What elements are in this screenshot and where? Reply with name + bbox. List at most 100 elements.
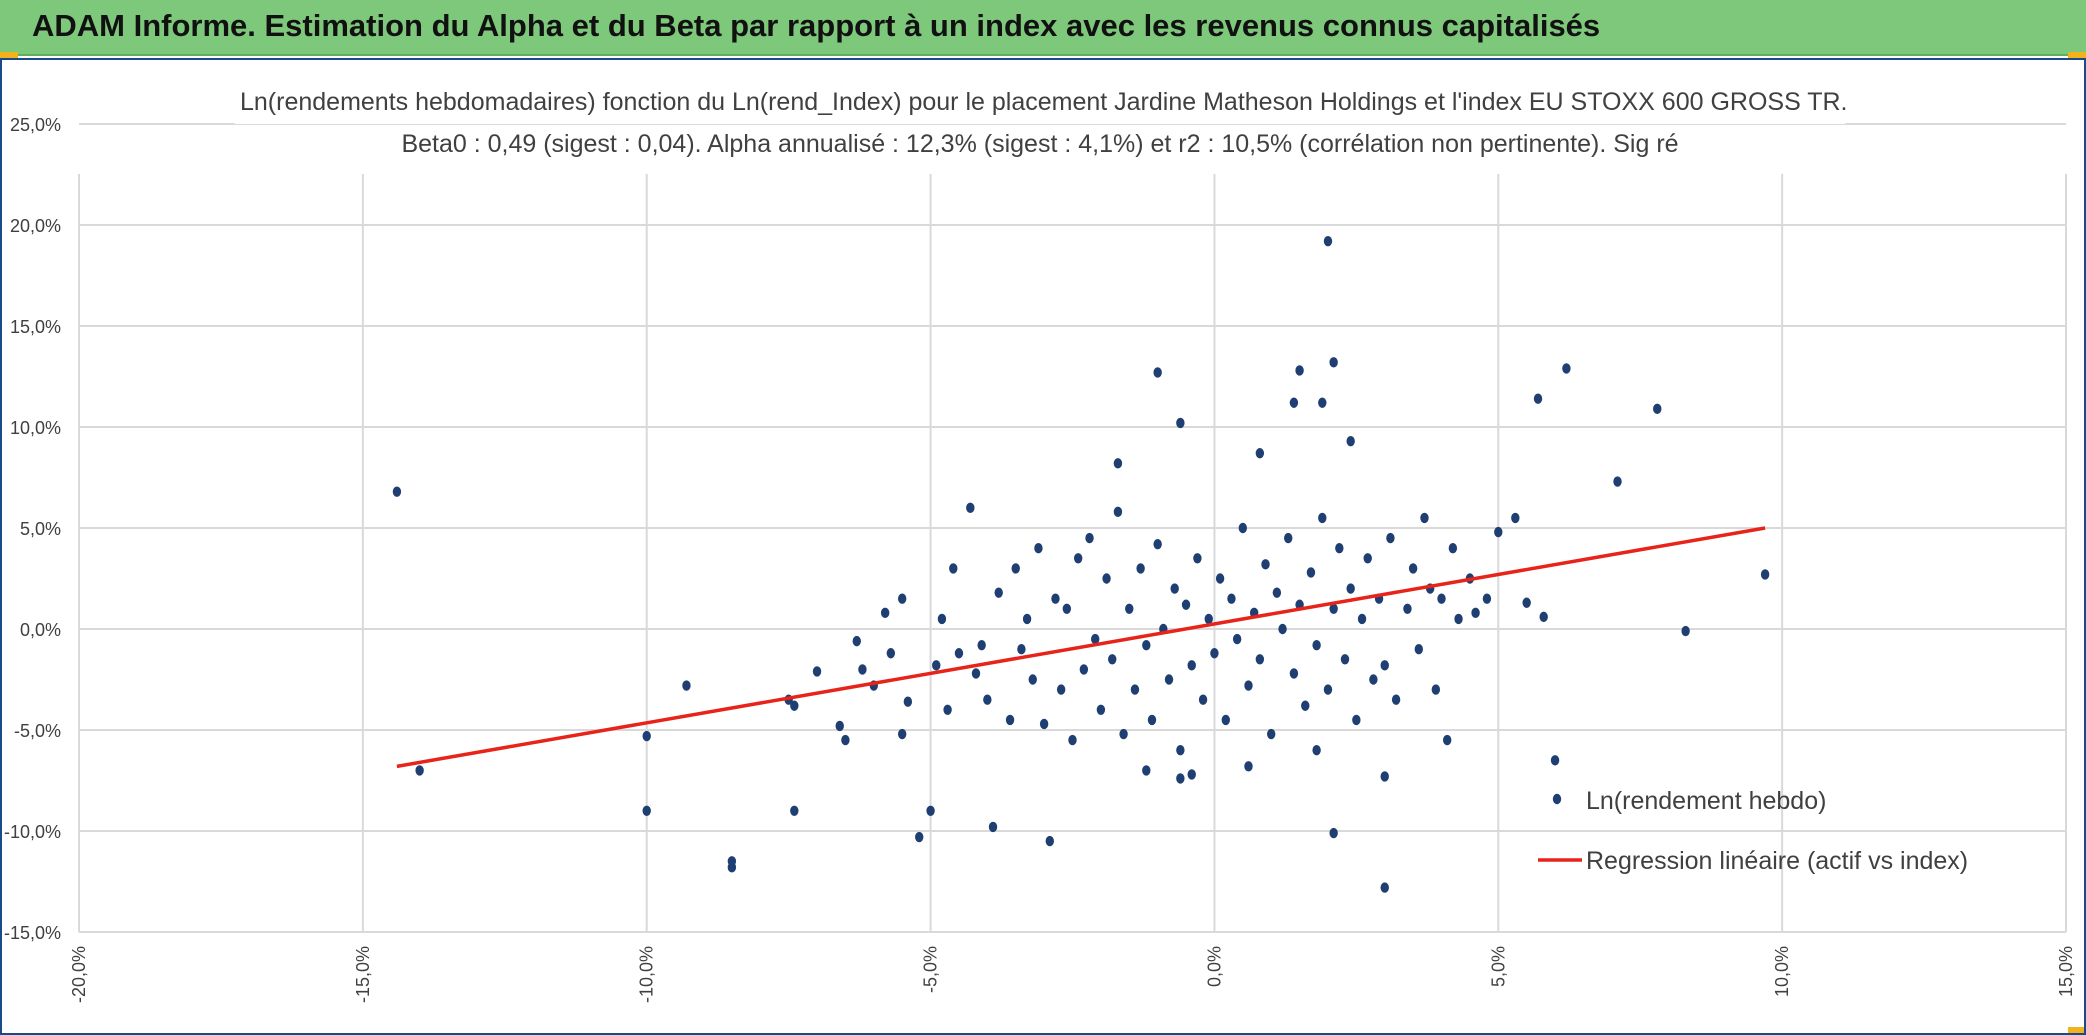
data-point (1346, 435, 1355, 447)
data-point (1346, 583, 1355, 594)
data-point (1454, 613, 1463, 625)
y-tick-label: -10,0% (4, 822, 61, 842)
y-tick-label: 15,0% (10, 317, 61, 337)
data-point (1289, 668, 1299, 679)
data-point (790, 805, 799, 816)
data-point (1408, 563, 1418, 574)
data-point (897, 728, 907, 740)
data-point (812, 666, 822, 677)
data-point (1613, 476, 1622, 487)
data-point (1108, 654, 1117, 665)
y-tick-label: 5,0% (20, 519, 61, 539)
report-title: ADAM Informe. Estimation du Alpha et du … (32, 8, 1601, 43)
data-point (1125, 603, 1134, 614)
data-point (1085, 532, 1094, 544)
data-point (1653, 403, 1662, 415)
data-point (1369, 674, 1378, 685)
data-point (1267, 728, 1276, 740)
data-point (1068, 734, 1077, 746)
data-point (1289, 397, 1299, 408)
data-point (1062, 603, 1072, 614)
data-point (880, 607, 890, 619)
data-point (1164, 674, 1174, 685)
data-point (1380, 771, 1389, 782)
data-point (1073, 553, 1083, 564)
data-point (1312, 745, 1321, 756)
data-point (1329, 603, 1338, 614)
data-point (1136, 563, 1145, 574)
data-point (1034, 543, 1043, 554)
data-point (1102, 573, 1111, 584)
legend-label-scatter: Ln(rendement hebdo) (1586, 787, 1826, 815)
data-point (1056, 684, 1066, 695)
legend-label-line: Regression linéaire (actif vs index) (1586, 847, 1968, 875)
data-point (1176, 417, 1185, 429)
data-point (1760, 569, 1770, 580)
data-point (1244, 680, 1253, 691)
y-tick-label: 20,0% (10, 216, 61, 236)
corner-marker-bottom-right (2068, 1027, 2086, 1035)
corner-marker-top-left (0, 52, 18, 60)
regression-line (396, 526, 1766, 769)
x-tick-label: 5,0% (1488, 946, 1508, 987)
x-tick-label: 10,0% (1772, 946, 1792, 997)
data-point (1176, 745, 1185, 756)
y-tick-label: 25,0% (10, 115, 61, 135)
data-point (1187, 769, 1196, 780)
data-point (1198, 694, 1208, 705)
data-point (1091, 633, 1100, 645)
data-point (1028, 674, 1037, 685)
data-point (1306, 567, 1316, 578)
data-point (1210, 648, 1219, 659)
data-point (1539, 611, 1548, 623)
data-point (1142, 765, 1151, 776)
data-point (1318, 512, 1327, 524)
data-point (682, 680, 691, 691)
data-point (1227, 593, 1236, 604)
data-point (1011, 563, 1020, 574)
x-tick-label: -5,0% (921, 946, 941, 993)
y-tick-label: -5,0% (14, 721, 61, 741)
data-point (977, 639, 986, 651)
data-point (994, 587, 1003, 598)
data-point (983, 694, 992, 705)
x-tick-label: -10,0% (637, 946, 657, 1003)
data-point (1187, 660, 1196, 671)
data-point (1471, 607, 1480, 619)
data-point (897, 593, 907, 604)
data-point (1335, 543, 1344, 554)
data-point (1181, 599, 1191, 610)
data-point (1329, 357, 1338, 368)
data-point (932, 660, 941, 671)
data-point (1329, 827, 1338, 839)
data-point (1017, 644, 1026, 655)
data-point (1403, 603, 1412, 614)
y-tick-label: -15,0% (4, 923, 61, 943)
data-point (1442, 734, 1452, 746)
data-point (1045, 835, 1054, 847)
data-point (1232, 633, 1242, 645)
data-point (1272, 587, 1282, 598)
data-point (1448, 543, 1458, 554)
data-point (1113, 506, 1123, 518)
data-point (1005, 714, 1015, 726)
data-point (790, 700, 799, 711)
data-point (1215, 573, 1225, 584)
data-point (1431, 684, 1441, 695)
data-point (841, 734, 850, 746)
chart-frame (0, 58, 2086, 1035)
data-point (1170, 583, 1179, 594)
data-point (949, 563, 958, 574)
data-point (1380, 660, 1389, 671)
x-tick-label: -20,0% (69, 946, 89, 1003)
data-point (1340, 654, 1350, 665)
data-point (1550, 755, 1560, 766)
data-point (937, 613, 947, 625)
data-point (392, 486, 402, 497)
data-point (1562, 363, 1571, 374)
data-point (1096, 704, 1106, 715)
x-tick-label: -15,0% (353, 946, 373, 1003)
data-point (1352, 714, 1361, 726)
data-point (1238, 522, 1248, 534)
